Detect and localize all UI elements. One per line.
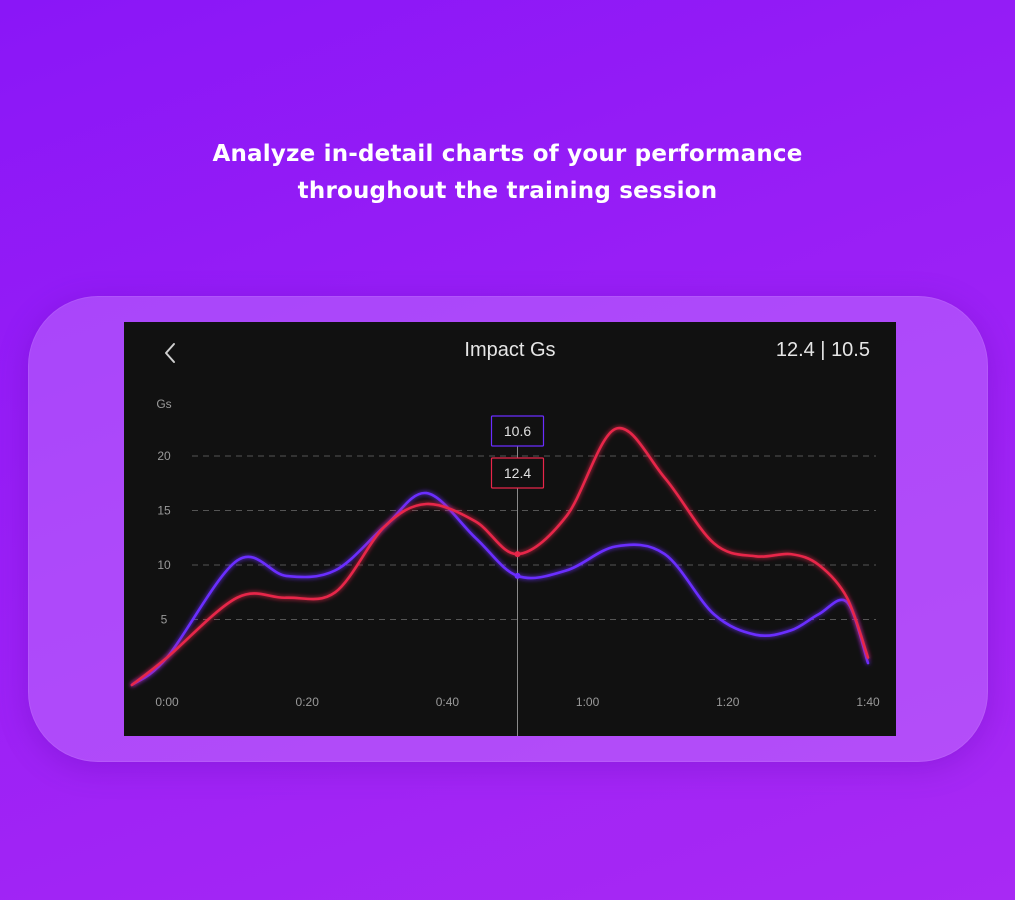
x-tick-label: 1:40 bbox=[856, 695, 880, 709]
cursor-value-box-2: 12.4 bbox=[490, 457, 545, 489]
y-tick-label: 5 bbox=[161, 613, 168, 627]
impact-gs-chart: Gs 5 10 15 20 0:00 0:20 0:40 1:00 1:20 1:40 10.6… bbox=[130, 397, 880, 736]
summary-values: 12.4 | 10.5 bbox=[775, 339, 870, 361]
series-line-2 bbox=[130, 426, 870, 687]
y-tick-label: 10 bbox=[157, 558, 171, 572]
screen-title: Impact Gs bbox=[464, 339, 556, 361]
chevron-left-icon bbox=[165, 343, 175, 363]
y-axis-label: Gs bbox=[156, 397, 171, 411]
headline-line-1: Analyze in-detail charts of your perform… bbox=[212, 141, 803, 167]
y-tick-label: 20 bbox=[157, 449, 171, 463]
headline: Analyze in-detail charts of your perform… bbox=[0, 136, 1015, 210]
cursor-value-box-frame bbox=[490, 457, 545, 489]
x-tick-label: 0:20 bbox=[296, 695, 320, 709]
phone-screen: Impact Gs 12.4 | 10.5 Gs 5 10 15 20 0:00 0:2… bbox=[124, 322, 896, 736]
x-tick-label: 1:20 bbox=[716, 695, 740, 709]
y-tick-label: 15 bbox=[157, 504, 171, 518]
cursor-value-box-frame bbox=[490, 415, 545, 447]
back-button[interactable] bbox=[158, 338, 186, 368]
cursor-point-1 bbox=[514, 572, 521, 579]
cursor-value-label: 10.6 bbox=[504, 423, 531, 439]
x-tick-label: 0:40 bbox=[436, 695, 460, 709]
x-tick-label: 0:00 bbox=[155, 695, 179, 709]
cursor-point-2 bbox=[514, 551, 521, 558]
headline-line-2: throughout the training session bbox=[297, 178, 718, 204]
series-line-1 bbox=[130, 491, 870, 687]
cursor-value-label: 12.4 bbox=[504, 465, 531, 481]
cursor-value-box-1: 10.6 bbox=[490, 415, 545, 447]
x-tick-label: 1:00 bbox=[576, 695, 600, 709]
